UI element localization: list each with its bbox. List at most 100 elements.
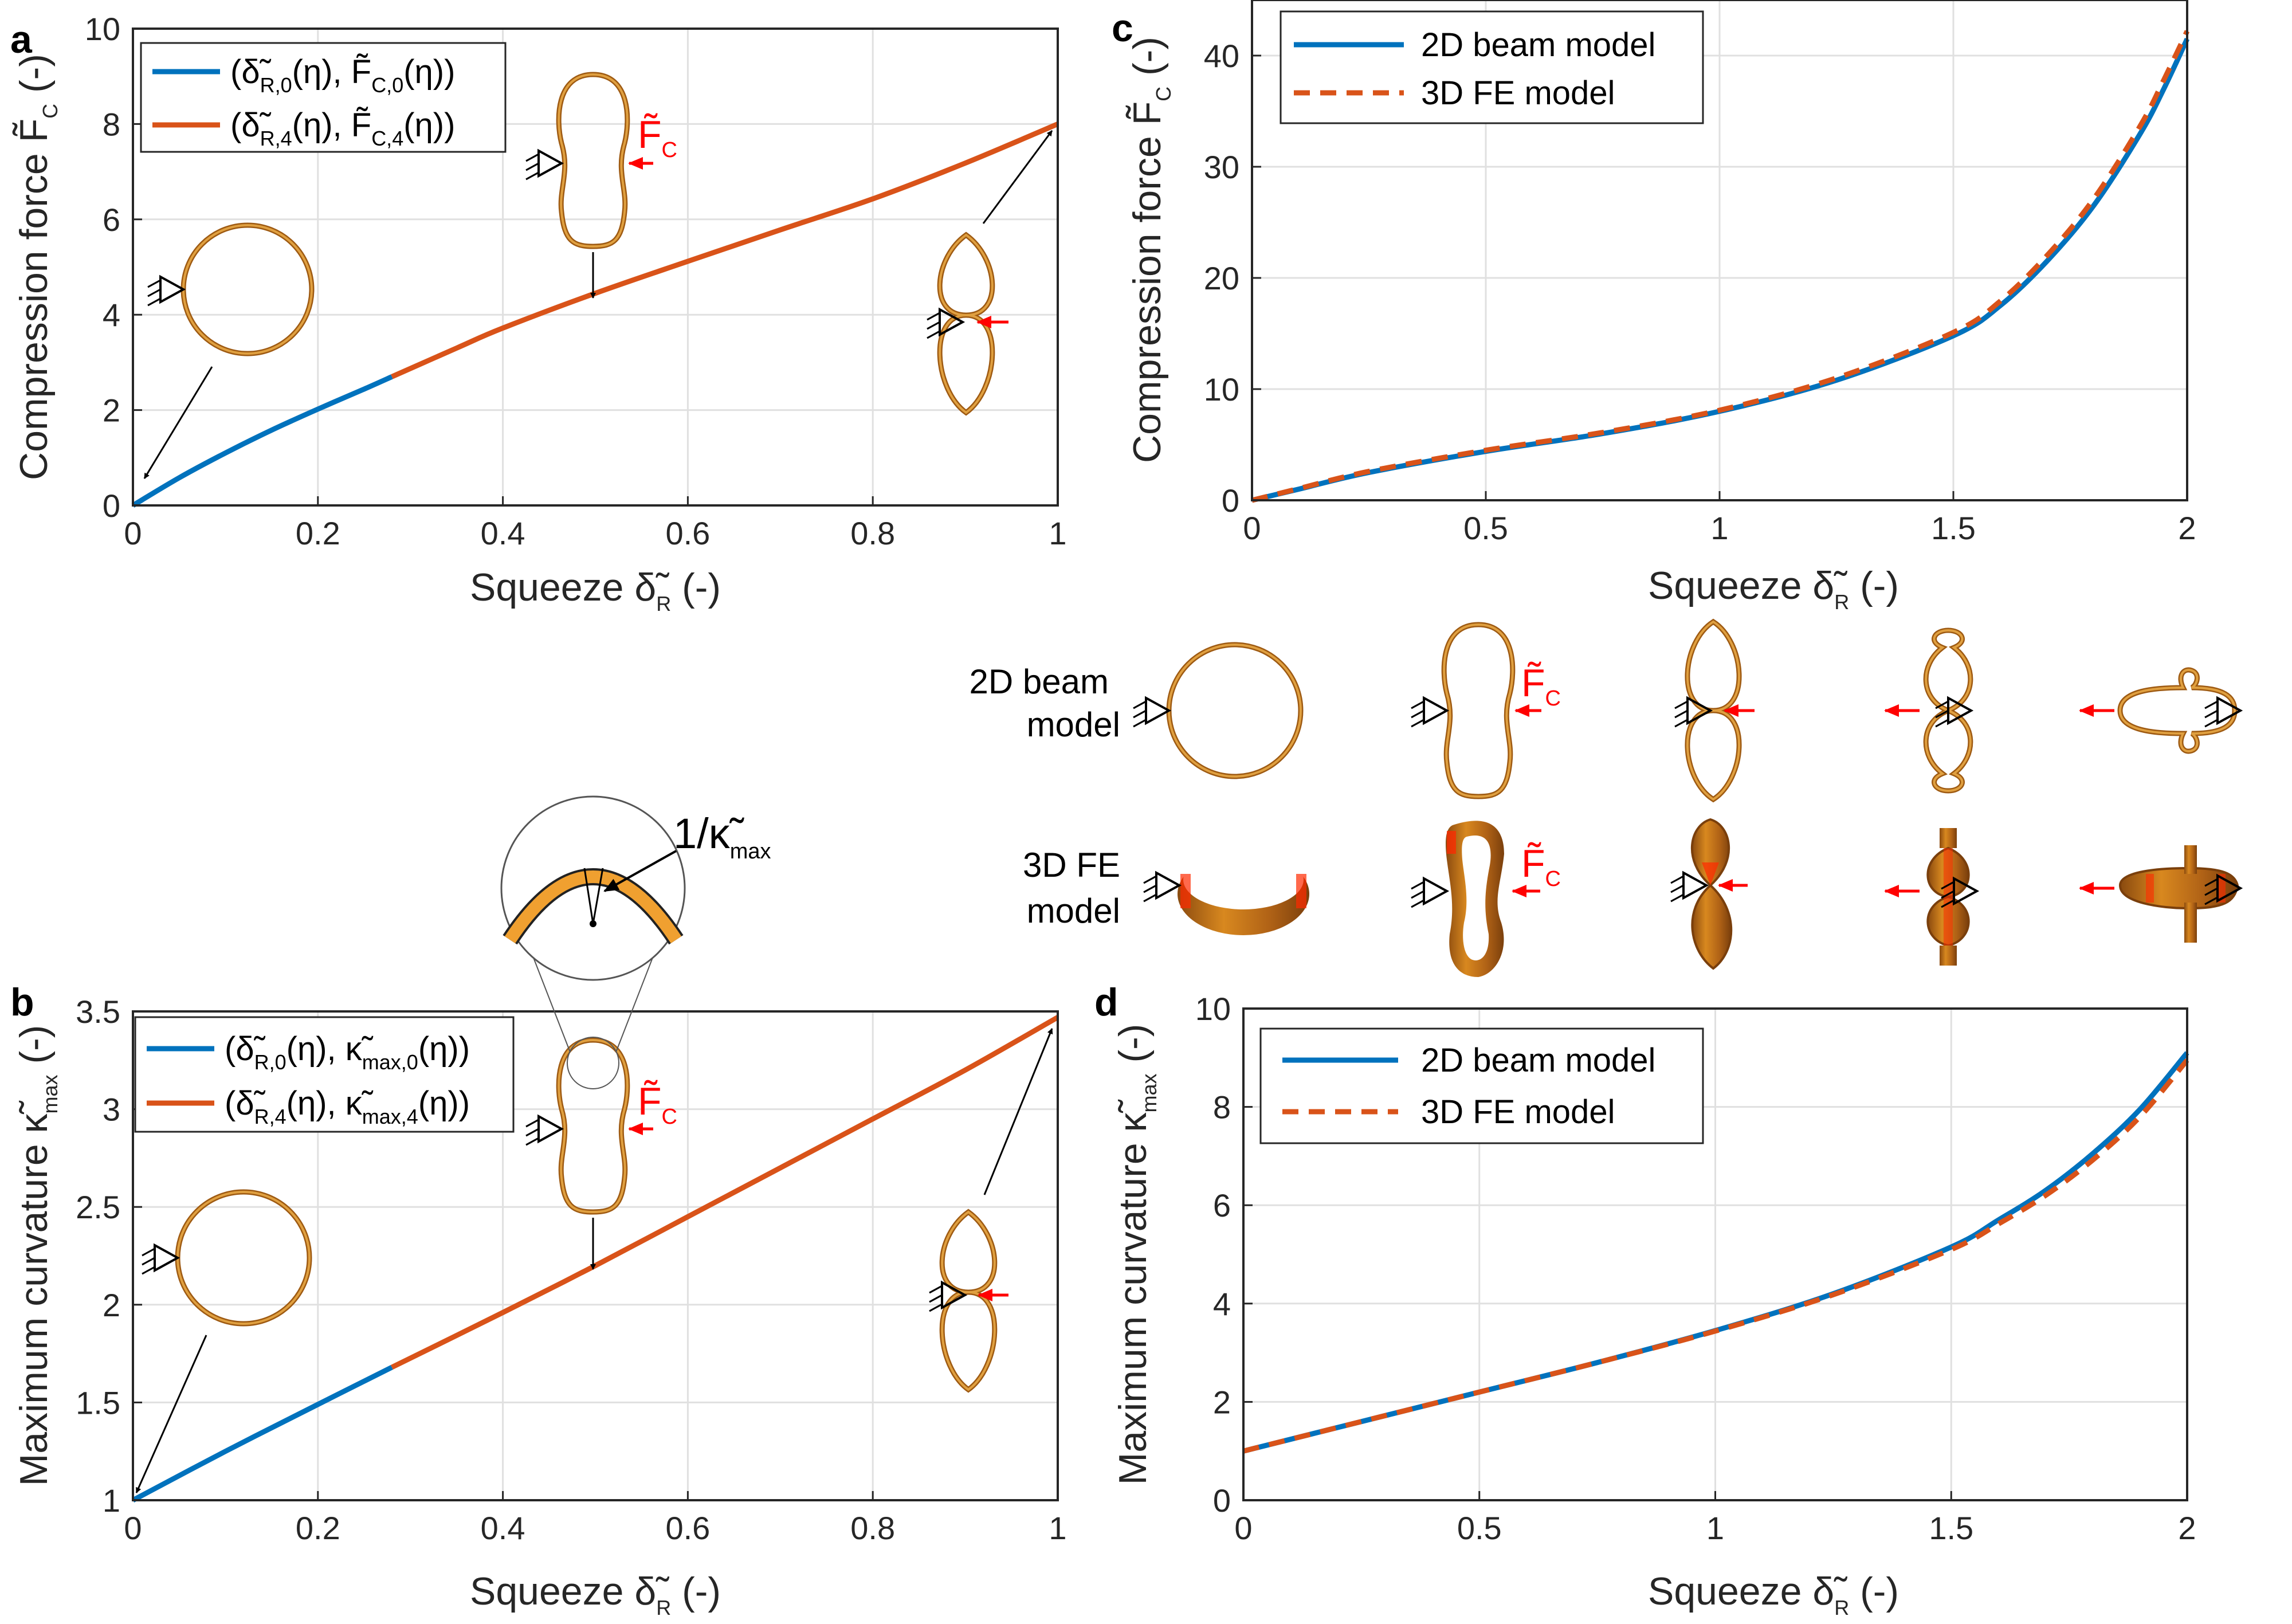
y-tick-label: 6	[1213, 1187, 1231, 1223]
x-tick-label: 0	[124, 515, 142, 551]
panel-d-label: d	[1094, 980, 1118, 1024]
panel-b-label: b	[10, 980, 34, 1024]
fe-shape-2: F̃C	[1410, 821, 1561, 977]
y-tick-label: 1	[103, 1482, 120, 1519]
x-tick-label: 0.4	[481, 1510, 525, 1546]
beam-shape-5	[2079, 667, 2242, 754]
panel-d: 0 0.5 1 1.5 2 0 2 4 6 8 10 d Squeeze δ̃R (-) Maxim…	[1094, 980, 2196, 1619]
x-tick-label: 1	[1710, 510, 1728, 546]
y-tick-label: 40	[1204, 38, 1239, 74]
series-line-c-1	[1251, 37, 2190, 503]
y-tick-label: 8	[103, 106, 120, 142]
panel-b-inset-figure8	[928, 1028, 1053, 1393]
x-tick-label: 0.2	[296, 515, 340, 551]
y-tick-label: 4	[1213, 1286, 1231, 1322]
beam-shape-3	[1674, 618, 1755, 803]
panel-a-xlabel: Squeeze δ̃R (-)	[470, 566, 721, 615]
fe-shape-3	[1670, 818, 1748, 970]
legend-b-entry-1: (δ̃R,0(η), κ̃max,0(η))	[225, 1030, 470, 1074]
y-tick-label: 10	[85, 11, 120, 47]
x-tick-label: 0.5	[1463, 510, 1508, 546]
x-tick-label: 0.6	[665, 1510, 710, 1546]
legend-d-entry-2: 3D FE model	[1421, 1093, 1615, 1131]
series-line-b-1	[131, 1364, 393, 1503]
legend-d-entry-1: 2D beam model	[1421, 1042, 1655, 1079]
x-tick-label: 0.6	[665, 515, 710, 551]
force-label-strip-3d: F̃C	[1521, 842, 1561, 891]
series-line-a-2	[391, 121, 1059, 379]
series-line-d-2	[1242, 1058, 2189, 1454]
legend-c-entry-2: 3D FE model	[1421, 74, 1615, 112]
panel-b-legend: (δ̃R,0(η), κ̃max,0(η)) (δ̃R,4(η), κ̃max,…	[134, 1016, 515, 1133]
arrow-to-origin	[143, 366, 213, 479]
y-tick-label: 0	[103, 488, 120, 524]
panel-b-ylabel: Maximum curvature κ̃max (-)	[12, 1025, 62, 1486]
panel-b-inset-peanut: F̃C 1/κ̃max	[500, 795, 771, 1270]
x-tick-label: 1.5	[1931, 510, 1976, 546]
panel-c-label: c	[1112, 6, 1133, 50]
force-label-b: F̃C	[638, 1080, 677, 1129]
y-tick-label: 3.5	[76, 994, 120, 1030]
x-tick-label: 2	[2178, 510, 2196, 546]
x-tick-label: 1	[1049, 1510, 1066, 1546]
y-tick-label: 30	[1204, 149, 1239, 185]
panel-a-ylabel: Compression force F̃C (-)	[12, 54, 62, 480]
x-tick-label: 0.4	[481, 515, 525, 551]
y-tick-label: 20	[1204, 260, 1239, 296]
x-tick-label: 0.8	[850, 1510, 895, 1546]
panel-d-xlabel: Squeeze δ̃R (-)	[1648, 1570, 1899, 1619]
panel-b-series	[131, 1015, 1059, 1503]
panel-b-ticks: 0 0.2 0.4 0.6 0.8 1 1 1.5 2 2.5 3 3.5	[76, 994, 1066, 1546]
panel-a-inset-peanut: F̃C	[525, 72, 677, 299]
shapes-strip: 2D beam model 3D FE model F̃C	[970, 618, 2242, 977]
panel-d-ylabel: Maximum curvature κ̃max (-)	[1111, 1024, 1161, 1485]
panel-b-xlabel: Squeeze δ̃R (-)	[470, 1570, 721, 1619]
panel-a-inset-circle	[143, 222, 315, 479]
panel-c-ylabel: Compression force F̃C (-)	[1125, 37, 1175, 463]
legend-a-entry-1: (δ̃R,0(η), F̃C,0(η))	[230, 53, 455, 97]
series-line-a-1	[131, 374, 393, 508]
radius-label: 1/κ̃max	[673, 810, 771, 864]
legend-a-entry-2: (δ̃R,4(η), F̃C,4(η))	[230, 107, 455, 150]
panel-a-inset-figure8	[926, 130, 1053, 416]
y-tick-label: 10	[1204, 371, 1239, 407]
force-label-a: F̃C	[638, 113, 677, 162]
row-label-2d-line1: 2D beam	[970, 662, 1109, 701]
panel-b-inset-circle	[135, 1189, 312, 1493]
panel-a-axes-box	[132, 28, 1059, 507]
y-tick-label: 3	[103, 1092, 120, 1128]
legend-c-entry-1: 2D beam model	[1421, 26, 1655, 64]
y-tick-label: 6	[103, 202, 120, 238]
y-tick-label: 2	[1213, 1384, 1231, 1420]
panel-a-series	[131, 121, 1059, 508]
x-tick-label: 0.2	[296, 1510, 340, 1546]
beam-shape-1	[1132, 642, 1304, 779]
panel-c-xlabel: Squeeze δ̃R (-)	[1648, 564, 1899, 614]
y-tick-label: 4	[103, 297, 120, 333]
panel-a-label: a	[10, 18, 33, 61]
x-tick-label: 0	[1234, 1510, 1252, 1546]
x-tick-label: 0	[124, 1510, 142, 1546]
fe-shape-5	[2079, 845, 2242, 943]
panel-d-ticks: 0 0.5 1 1.5 2 0 2 4 6 8 10	[1195, 991, 2196, 1546]
panel-b: 0 0.2 0.4 0.6 0.8 1 1 1.5 2 2.5 3 3.5 b Squeeze δ̃R…	[10, 795, 1067, 1619]
fe-shape-4	[1884, 828, 1978, 966]
y-tick-label: 0	[1222, 483, 1239, 519]
series-line-b-2	[390, 1015, 1059, 1370]
panel-b-axes-box	[132, 1010, 1059, 1501]
x-tick-label: 1.5	[1929, 1510, 1973, 1546]
row-label-2d-line2: model	[1027, 705, 1120, 744]
y-tick-label: 2	[103, 1287, 120, 1323]
x-tick-label: 2	[2178, 1510, 2196, 1546]
x-tick-label: 0.5	[1457, 1510, 1502, 1546]
series-line-c-2	[1251, 30, 2190, 503]
x-tick-label: 0.8	[850, 515, 895, 551]
force-label-strip: F̃C	[1521, 661, 1561, 711]
panel-c-series	[1251, 30, 2190, 503]
y-tick-label: 2	[103, 393, 120, 429]
y-tick-label: 8	[1213, 1089, 1231, 1125]
